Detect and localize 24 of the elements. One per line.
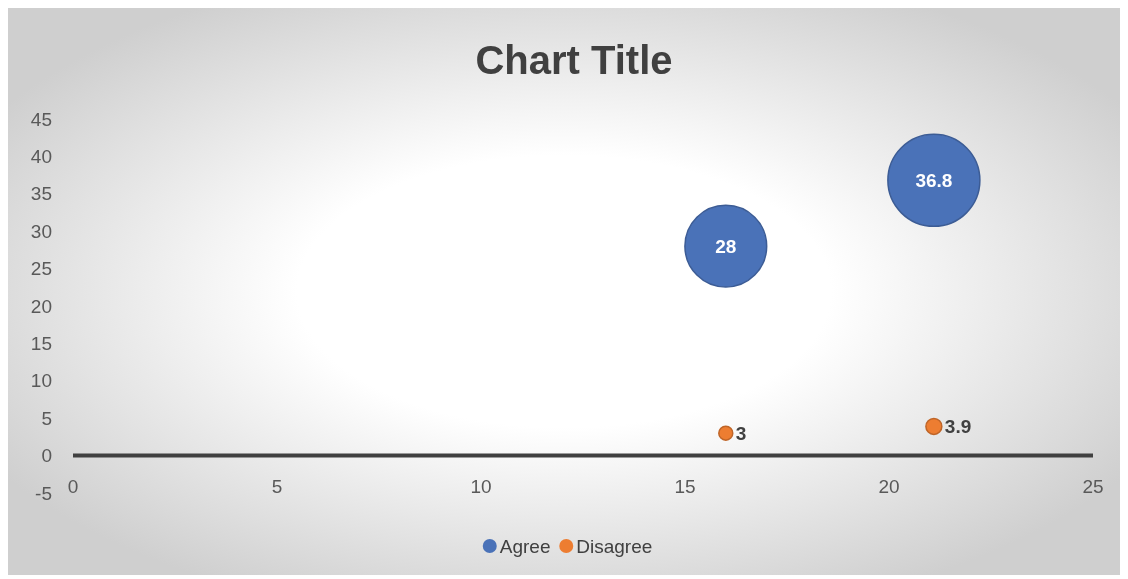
y-tick-label: 15 <box>30 333 52 355</box>
data-label: 3 <box>735 422 747 444</box>
x-tick-label: 10 <box>470 475 492 497</box>
y-tick-label: -5 <box>35 482 52 504</box>
data-label: 36.8 <box>915 169 953 191</box>
legend-label: Agree <box>499 535 551 557</box>
y-tick-label: 5 <box>41 407 52 429</box>
y-tick-label: 25 <box>30 258 52 280</box>
y-tick-label: 20 <box>30 295 52 317</box>
data-label: 28 <box>715 235 737 257</box>
legend-label: Disagree <box>576 535 653 557</box>
x-tick-label: 0 <box>67 475 79 497</box>
y-tick-label: 0 <box>41 445 52 467</box>
y-tick-label: 45 <box>30 108 52 130</box>
y-tick-label: 30 <box>30 220 52 242</box>
data-label: 3.9 <box>944 416 972 438</box>
y-tick-label: 35 <box>30 183 52 205</box>
x-tick-label: 15 <box>674 475 696 497</box>
x-tick-label: 25 <box>1082 475 1104 497</box>
y-tick-label: 40 <box>30 146 52 168</box>
y-tick-label: 10 <box>30 370 52 392</box>
x-tick-label: 5 <box>271 475 283 497</box>
chart-title: Chart Title <box>475 38 673 82</box>
x-tick-label: 20 <box>878 475 900 497</box>
